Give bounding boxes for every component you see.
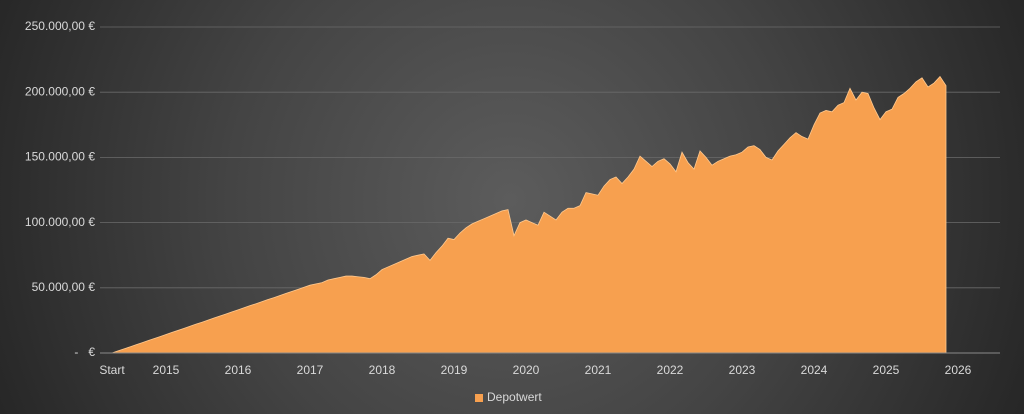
x-tick-label: 2026 [945,363,972,377]
x-tick-label: 2021 [585,363,612,377]
y-tick-label: 200.000,00 € [25,84,95,98]
x-tick-label: 2023 [729,363,756,377]
y-tick-label: 150.000,00 € [25,150,95,164]
x-tick-label: 2022 [657,363,684,377]
legend-label: Depotwert [487,390,542,404]
x-tick-label: 2015 [153,363,180,377]
x-tick-label: 2025 [873,363,900,377]
y-tick-label: 50.000,00 € [32,280,96,294]
area [111,75,947,354]
x-tick-label: 2019 [441,363,468,377]
y-tick-label: 100.000,00 € [25,215,95,229]
x-tick-label: Start [99,363,125,377]
x-tick-label: 2018 [369,363,396,377]
y-tick-label: - € [74,345,95,359]
x-tick-label: 2020 [513,363,540,377]
x-tick-label: 2024 [801,363,828,377]
legend-swatch [475,394,483,402]
x-tick-label: 2017 [297,363,324,377]
x-tick-label: 2016 [225,363,252,377]
y-tick-label: 250.000,00 € [25,19,95,33]
